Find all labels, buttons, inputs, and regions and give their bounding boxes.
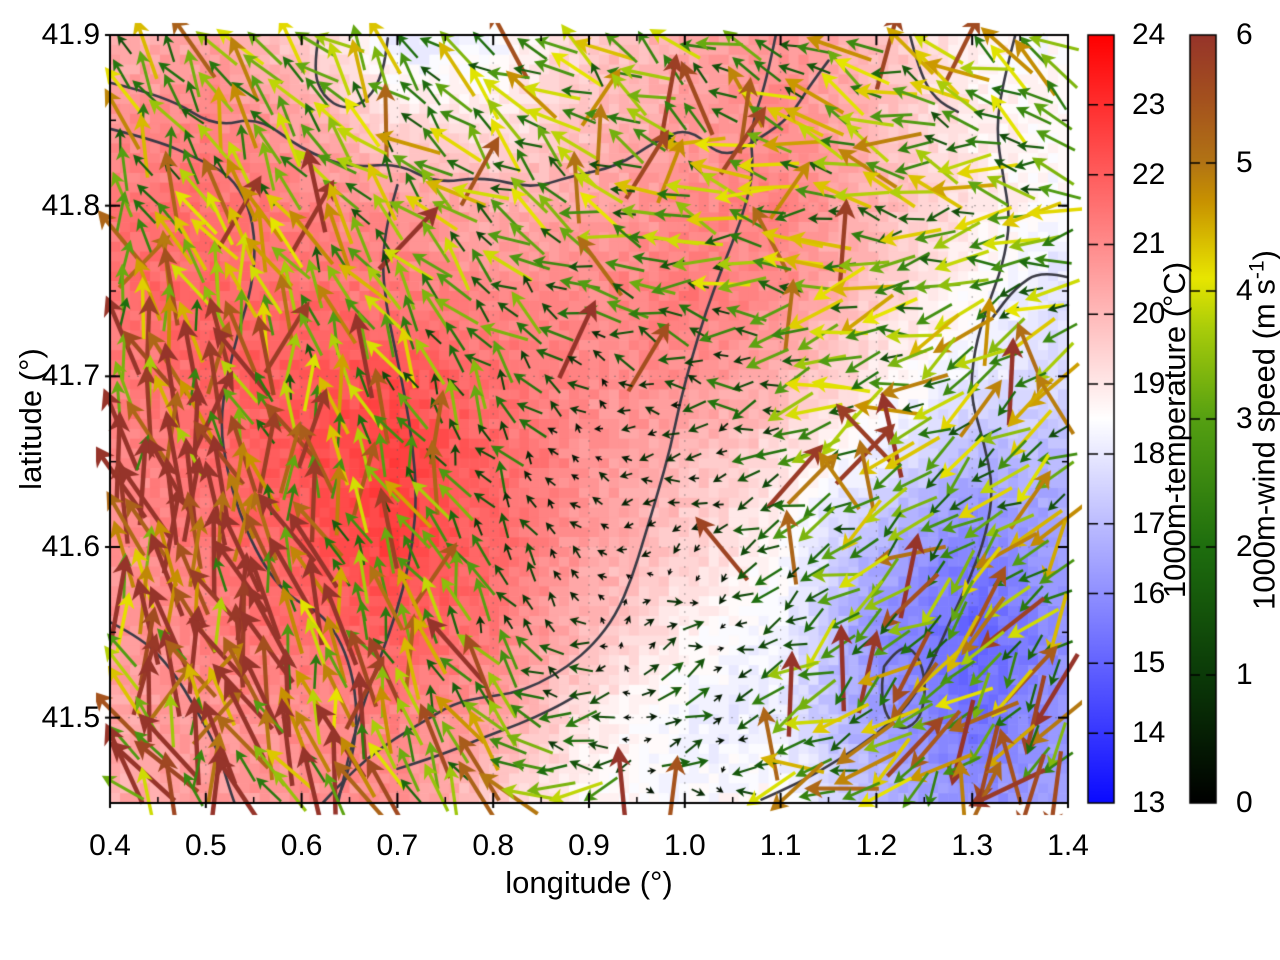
y-tick-label: 41.8 <box>41 188 100 222</box>
temperature-colorbar-tick-label: 14 <box>1132 716 1166 750</box>
temperature-colorbar-label: 1000m-temperature (°C) <box>1157 261 1192 599</box>
wind-colorbar-tick-label: 6 <box>1236 18 1253 51</box>
x-tick-label: 0.4 <box>89 829 131 862</box>
y-tick-label: 41.5 <box>41 700 100 734</box>
x-tick-label: 0.9 <box>568 829 610 862</box>
y-tick-label: 41.9 <box>41 18 100 51</box>
temperature-colorbar-tick-label: 16 <box>1132 576 1166 610</box>
y-axis-label: latitude (°) <box>13 348 48 490</box>
wind-colorbar-tick-label: 1 <box>1236 658 1253 691</box>
x-tick-label: 1.0 <box>663 829 706 862</box>
wind-colorbar-tick-label: 0 <box>1236 786 1253 819</box>
y-tick-label: 41.7 <box>41 359 100 393</box>
temperature-colorbar-tick-label: 23 <box>1132 87 1166 121</box>
x-tick-label: 1.3 <box>951 829 994 862</box>
wind-colorbar-label-superscript: -1 <box>1245 260 1269 280</box>
x-tick-label: 1.4 <box>1047 829 1089 862</box>
temperature-colorbar-tick-label: 17 <box>1132 506 1166 540</box>
temperature-colorbar-tick-label: 21 <box>1132 227 1166 261</box>
x-tick-label: 1.1 <box>759 829 802 862</box>
x-axis-label: longitude (°) <box>505 865 673 900</box>
temperature-colorbar-tick-label: 13 <box>1132 786 1166 819</box>
x-tick-label: 0.7 <box>376 829 419 862</box>
temperature-colorbar-tick-label: 22 <box>1132 157 1166 191</box>
x-tick-label: 1.2 <box>855 829 898 862</box>
temperature-colorbar-tick-label: 15 <box>1132 646 1166 680</box>
temperature-colorbar-tick-label: 20 <box>1132 297 1166 331</box>
wind-colorbar-label: 1000m-wind speed (m s-1) <box>1245 250 1280 610</box>
temperature-colorbar-tick-label: 18 <box>1132 436 1166 470</box>
wind-colorbar-tick-label: 4 <box>1236 274 1253 307</box>
wind-colorbar-label-suffix: ) <box>1246 250 1280 261</box>
y-tick-label: 41.6 <box>41 530 100 563</box>
wind-colorbar-tick-label: 2 <box>1236 530 1253 563</box>
wind-colorbar-tick-label: 3 <box>1236 402 1253 435</box>
temperature-colorbar-tick-label: 24 <box>1132 18 1166 51</box>
x-tick-label: 0.6 <box>280 829 323 862</box>
wind-colorbar-label-prefix: 1000m-wind speed (m s <box>1246 279 1280 610</box>
wind-colorbar-tick-label: 5 <box>1236 146 1253 179</box>
x-tick-label: 0.5 <box>184 829 227 862</box>
x-tick-label: 0.8 <box>472 829 515 862</box>
temperature-colorbar-tick-label: 19 <box>1132 367 1166 401</box>
